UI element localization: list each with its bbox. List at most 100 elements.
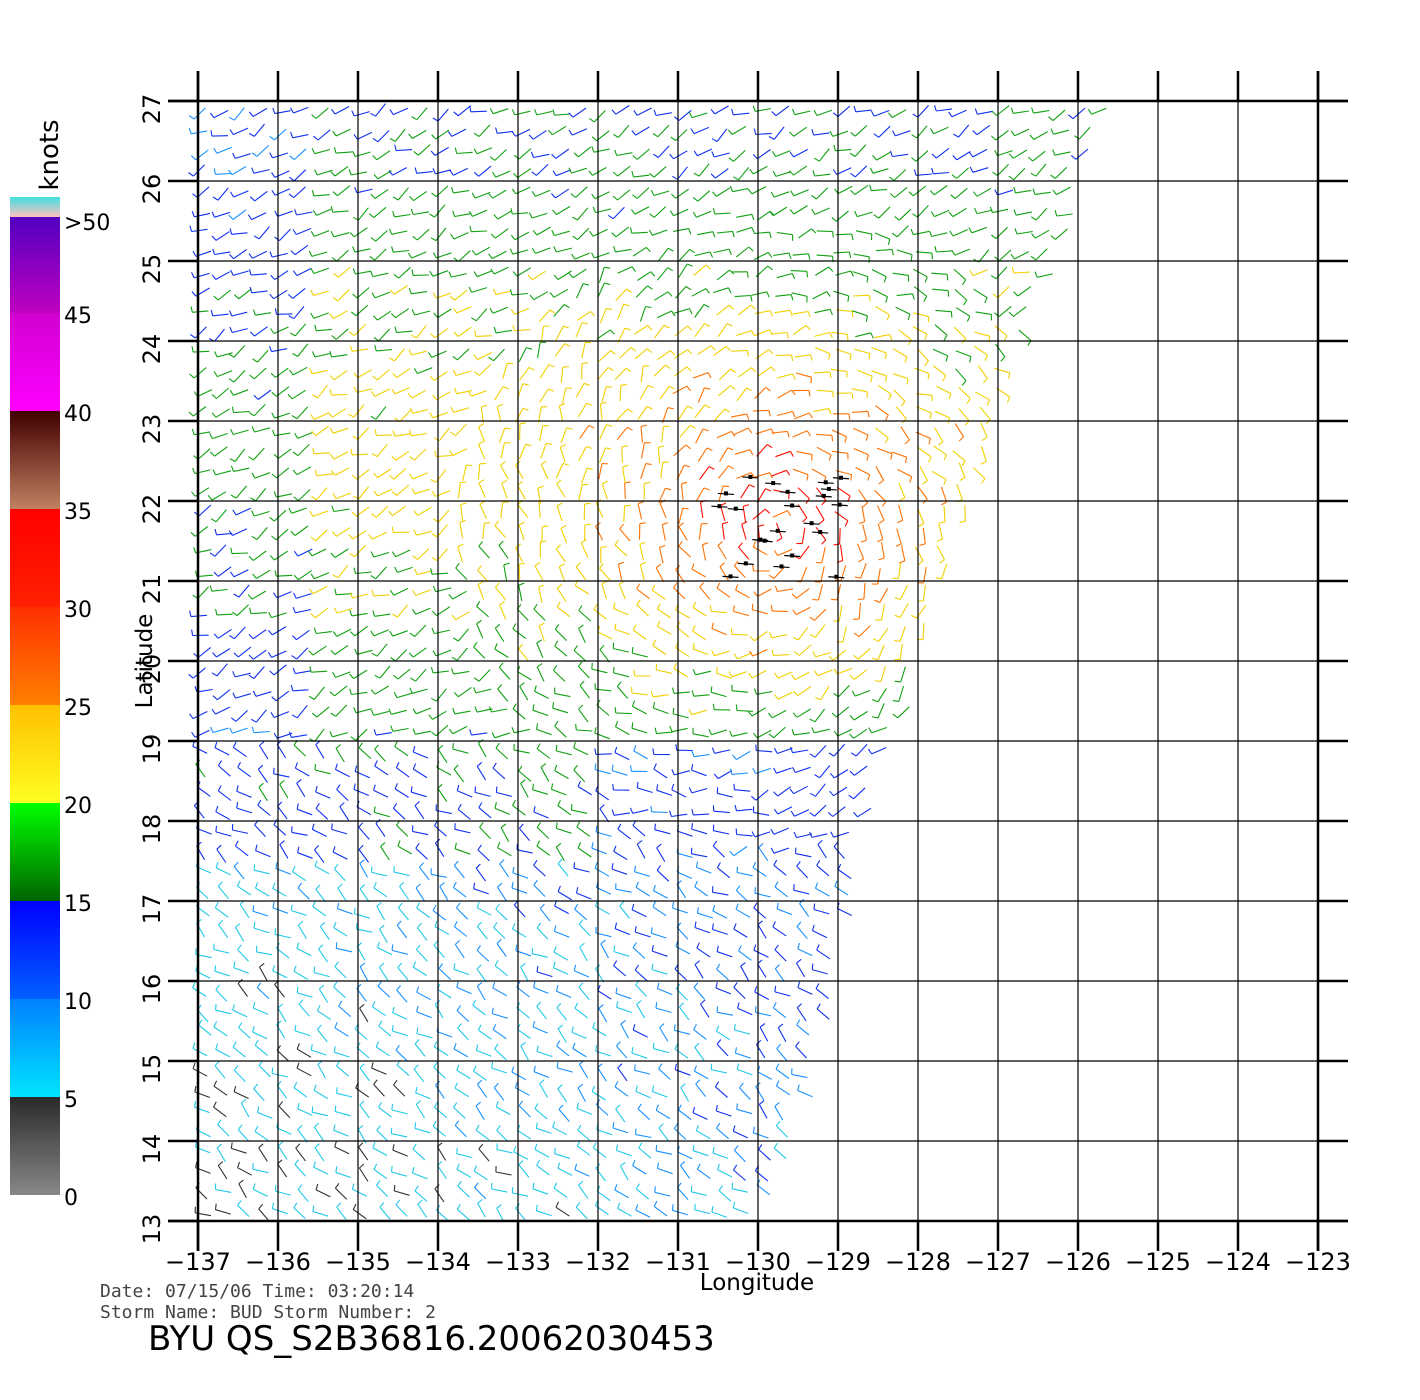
wind-barb: [718, 385, 736, 397]
wind-barb-shaft: [372, 1147, 388, 1156]
wind-barb-feather: [314, 1122, 320, 1128]
wind-barb-shaft: [615, 288, 627, 302]
wind-barb: [370, 566, 387, 580]
wind-barb-shaft: [415, 707, 432, 715]
wind-barb-shaft: [437, 988, 452, 999]
wind-barb: [616, 1041, 628, 1059]
wind-barb: [462, 464, 473, 481]
wind-barb-feather: [349, 610, 353, 617]
wind-barb: [774, 881, 788, 898]
wind-barb-feather: [228, 378, 235, 383]
wind-barb: [392, 1006, 408, 1020]
wind-barb-shaft: [478, 669, 491, 682]
wind-barb-shaft: [554, 905, 569, 915]
wind-barb: [434, 450, 453, 458]
wind-barb-shaft: [520, 966, 529, 982]
wind-barb-feather: [536, 1001, 542, 1007]
wind-barb-feather: [395, 761, 400, 768]
wind-barb-feather: [750, 472, 755, 478]
wind-barb: [695, 1079, 707, 1098]
wind-barb-feather: [456, 784, 460, 791]
wind-barb-feather: [232, 1041, 237, 1048]
wind-barb: [812, 291, 831, 300]
wind-barb-shaft: [816, 1008, 830, 1020]
wind-barb-shaft: [354, 913, 370, 919]
wind-barb: [312, 900, 327, 917]
wind-barb: [393, 668, 411, 680]
wind-barb-feather: [456, 1064, 460, 1071]
wind-barb: [214, 1183, 232, 1193]
wind-barb-shaft: [614, 1189, 629, 1199]
wind-barb: [892, 373, 909, 385]
wind-barb-feather: [413, 510, 419, 516]
wind-barb-feather: [773, 747, 778, 754]
wind-barb: [650, 690, 669, 698]
wind-barb: [213, 566, 232, 577]
wind-barb-feather: [229, 634, 235, 640]
wind-barb-feather: [614, 1184, 618, 1191]
wind-barb-feather: [292, 270, 298, 276]
wind-barb-shaft: [495, 329, 512, 334]
wind-barb-shaft: [830, 368, 847, 372]
wind-barb-feather: [774, 585, 778, 592]
wind-barb-feather: [716, 1122, 721, 1129]
wind-barb: [614, 539, 628, 557]
wind-barb-shaft: [474, 1187, 487, 1200]
wind-barb: [249, 286, 268, 294]
wind-barb-feather: [192, 982, 196, 989]
wind-barb-feather: [809, 831, 813, 838]
wind-barb: [516, 981, 530, 998]
wind-barb-feather: [214, 741, 218, 748]
wind-barb-feather: [707, 372, 712, 379]
wind-barb: [913, 367, 930, 380]
wind-barb: [632, 624, 647, 640]
wind-barb-shaft: [197, 448, 211, 460]
wind-barb-feather: [809, 718, 816, 723]
wind-barb-feather: [190, 334, 196, 339]
wind-barb-shaft: [253, 1088, 265, 1102]
wind-barb-feather: [511, 923, 516, 930]
wind-barb: [228, 370, 246, 383]
wind-barb-feather: [556, 1040, 561, 1047]
wind-barb-feather: [885, 414, 889, 421]
wind-barb-shaft: [473, 1170, 488, 1181]
wind-barb-feather: [556, 502, 563, 507]
wind-barb-feather: [912, 293, 915, 300]
wind-barb-feather: [611, 764, 614, 771]
wind-barb: [217, 760, 231, 777]
wind-barb-shaft: [414, 310, 431, 316]
wind-barb-shaft: [251, 290, 268, 294]
wind-barb: [532, 1020, 549, 1034]
wind-barb: [416, 944, 428, 962]
wind-barb-feather: [412, 608, 417, 615]
wind-barb-shaft: [294, 1030, 311, 1037]
wind-barb-feather: [634, 865, 637, 872]
wind-barb: [935, 563, 948, 580]
wind-barb-shaft: [972, 467, 986, 479]
wind-barb-feather: [494, 623, 501, 629]
wind-barb: [576, 1140, 591, 1156]
wind-barb-shaft: [553, 304, 565, 317]
wind-barb-feather: [252, 573, 257, 579]
wind-barb-shaft: [296, 1048, 312, 1058]
wind-barb-shaft: [654, 291, 669, 301]
wind-barb-shaft: [337, 564, 349, 579]
wind-barb: [215, 1004, 232, 1015]
wind-barb: [816, 446, 832, 461]
wind-barb-feather: [696, 1163, 701, 1170]
wind-barb: [729, 846, 748, 857]
wind-barb-feather: [453, 921, 458, 927]
wind-barb: [674, 1043, 689, 1059]
wind-barb: [415, 1086, 431, 1100]
wind-barb: [533, 981, 549, 994]
wind-barb-feather: [468, 286, 473, 293]
wind-barb: [793, 686, 812, 697]
wind-barb-feather: [928, 456, 932, 463]
wind-barb-feather: [736, 1063, 740, 1070]
wind-barb-shaft: [317, 1010, 332, 1021]
wind-barb-shaft: [536, 728, 552, 736]
wind-barb-feather: [348, 534, 354, 540]
wind-barb: [518, 521, 525, 541]
wind-barb: [518, 582, 525, 602]
wind-barb-feather: [475, 1101, 481, 1107]
